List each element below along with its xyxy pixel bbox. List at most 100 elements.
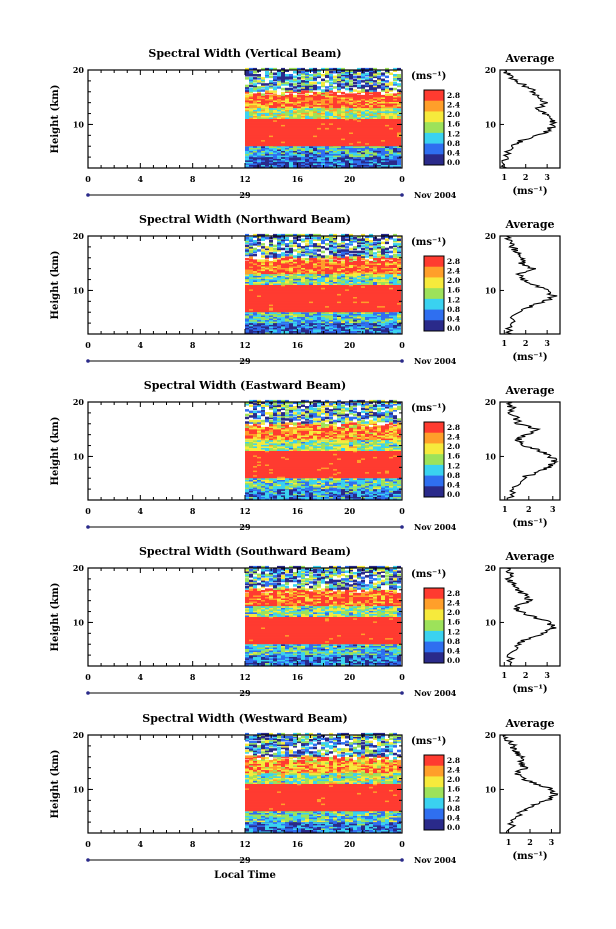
heatmap-cell bbox=[373, 160, 377, 164]
heatmap-cell bbox=[249, 252, 253, 255]
heatmap-cell bbox=[341, 160, 345, 164]
heatmap-cell bbox=[265, 323, 269, 327]
heatmap-cell bbox=[329, 246, 333, 249]
heatmap-cell bbox=[329, 125, 333, 128]
heatmap-cell bbox=[245, 115, 249, 118]
heatmap-cell bbox=[317, 151, 321, 155]
heatmap-cell bbox=[381, 111, 385, 115]
heatmap-cell bbox=[245, 104, 249, 107]
heatmap-cell bbox=[317, 268, 321, 272]
heatmap-cell bbox=[277, 98, 281, 101]
heatmap-cell bbox=[337, 308, 341, 311]
heatmap-cell bbox=[385, 87, 389, 91]
heatmap-cell bbox=[349, 293, 353, 296]
heatmap-cell bbox=[273, 244, 277, 248]
heatmap-cell bbox=[317, 160, 321, 164]
heatmap-cell bbox=[253, 326, 257, 330]
heatmap-cell bbox=[269, 243, 273, 246]
heatmap-cell bbox=[337, 113, 341, 116]
heatmap-cell bbox=[305, 285, 309, 288]
heatmap-cell bbox=[365, 72, 369, 75]
heatmap-cell bbox=[373, 291, 377, 294]
heatmap-cell bbox=[345, 83, 349, 86]
heatmap-cell bbox=[273, 303, 277, 307]
heatmap-cell bbox=[285, 123, 289, 127]
heatmap-cell bbox=[373, 331, 377, 334]
heatmap-cell bbox=[385, 281, 389, 284]
heatmap-cell bbox=[373, 285, 377, 288]
heatmap-cell bbox=[261, 238, 265, 241]
heatmap-cell bbox=[377, 143, 381, 147]
heatmap-cell bbox=[253, 67, 257, 71]
heatmap-cell bbox=[245, 305, 249, 308]
heatmap-cell bbox=[385, 296, 389, 299]
heatmap-cell bbox=[393, 274, 397, 278]
heatmap-cell bbox=[289, 319, 293, 322]
heatmap-cell bbox=[361, 297, 365, 300]
heatmap-cell bbox=[293, 117, 297, 121]
heatmap-cell bbox=[273, 308, 277, 311]
heatmap-cell bbox=[277, 282, 281, 285]
heatmap-cell bbox=[313, 108, 317, 112]
x-tick-label: 8 bbox=[190, 174, 196, 184]
heatmap-cell bbox=[329, 255, 333, 258]
heatmap-cell bbox=[249, 273, 253, 276]
heatmap-cell bbox=[365, 148, 369, 151]
heatmap-cell bbox=[389, 164, 393, 167]
heatmap-cell bbox=[345, 326, 349, 330]
heatmap-cell bbox=[365, 330, 369, 333]
heatmap-cell bbox=[397, 294, 401, 297]
heatmap-cell bbox=[313, 91, 317, 95]
heatmap-cell bbox=[357, 96, 361, 99]
heatmap-cell bbox=[277, 267, 281, 270]
heatmap-cell bbox=[373, 154, 377, 158]
heatmap-cell bbox=[381, 282, 385, 285]
heatmap-cell bbox=[365, 84, 369, 88]
heatmap-cell bbox=[373, 273, 377, 276]
heatmap-cell bbox=[361, 313, 365, 316]
heatmap-cell bbox=[245, 252, 249, 255]
heatmap-cell bbox=[289, 314, 293, 317]
heatmap-cell bbox=[317, 291, 321, 294]
heatmap-cell bbox=[361, 253, 365, 257]
heatmap-cell bbox=[365, 276, 369, 279]
heatmap-cell bbox=[357, 147, 361, 150]
heatmap-cell bbox=[393, 303, 397, 307]
heatmap-cell bbox=[261, 328, 265, 331]
heatmap-cell bbox=[337, 281, 341, 284]
heatmap-cell bbox=[325, 116, 329, 119]
heatmap-cell bbox=[281, 140, 285, 144]
heatmap-cell bbox=[333, 235, 337, 238]
heatmap-cell bbox=[257, 320, 261, 324]
heatmap-cell bbox=[289, 74, 293, 77]
heatmap-cell bbox=[297, 235, 301, 238]
heatmap-cell bbox=[341, 249, 345, 252]
heatmap-cell bbox=[393, 331, 397, 334]
heatmap-cell bbox=[253, 279, 257, 282]
heatmap-cell bbox=[273, 291, 277, 294]
heatmap-cell bbox=[357, 137, 361, 141]
heatmap-cell bbox=[249, 279, 253, 282]
heatmap-cell bbox=[349, 319, 353, 322]
heatmap-cell bbox=[349, 328, 353, 331]
heatmap-cell bbox=[381, 277, 385, 281]
colorbar-tick-label: 0.8 bbox=[447, 139, 460, 148]
heatmap-cell bbox=[393, 150, 397, 153]
heatmap-cell bbox=[333, 293, 337, 296]
heatmap-cell bbox=[305, 134, 309, 138]
heatmap-cell bbox=[285, 99, 289, 102]
heatmap-cell bbox=[377, 313, 381, 316]
heatmap-cell bbox=[305, 128, 309, 131]
heatmap-cell bbox=[321, 328, 325, 331]
heatmap-cell bbox=[357, 142, 361, 145]
heatmap-cell bbox=[249, 98, 253, 101]
heatmap-cell bbox=[297, 279, 301, 282]
heatmap-cell bbox=[289, 247, 293, 251]
heatmap-cell bbox=[385, 297, 389, 300]
heatmap-cell bbox=[249, 289, 253, 293]
heatmap-cell bbox=[249, 265, 253, 268]
heatmap-cell bbox=[301, 157, 305, 161]
heatmap-cell bbox=[281, 316, 285, 319]
heatmap-cell bbox=[329, 264, 333, 267]
heatmap-cell bbox=[273, 326, 277, 330]
